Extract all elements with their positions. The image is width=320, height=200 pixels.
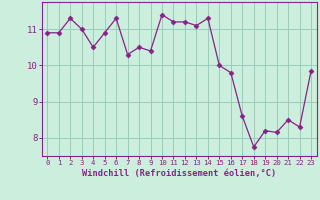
X-axis label: Windchill (Refroidissement éolien,°C): Windchill (Refroidissement éolien,°C) <box>82 169 276 178</box>
